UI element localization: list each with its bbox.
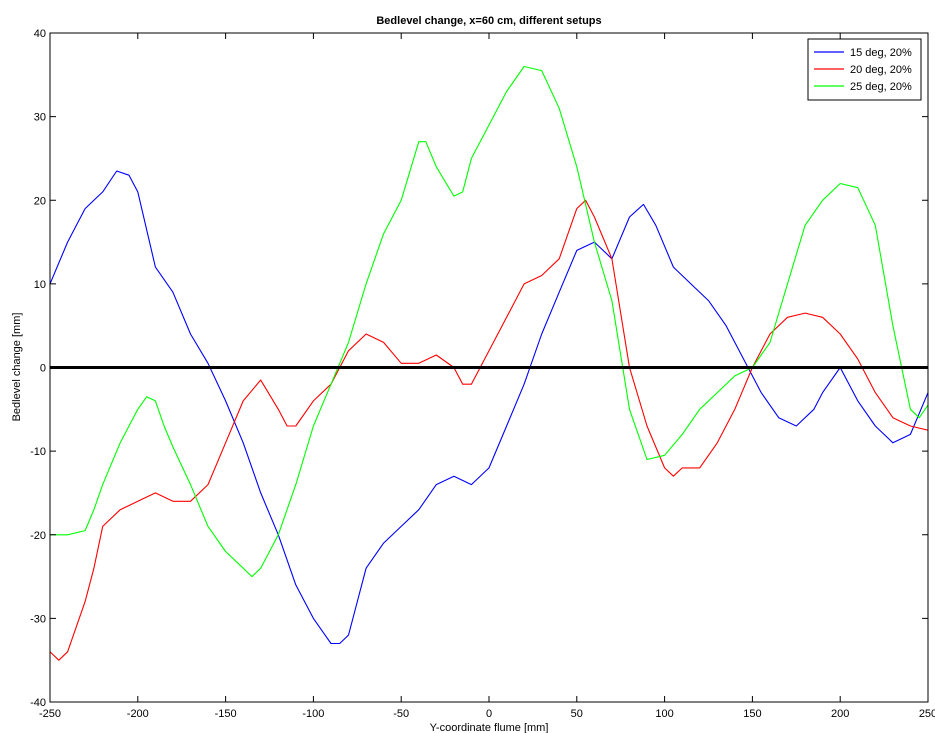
x-tick-label: -250 xyxy=(39,708,61,720)
x-tick-label: 0 xyxy=(486,708,492,720)
x-tick-label: 100 xyxy=(655,708,673,720)
y-tick-label: -30 xyxy=(30,613,46,625)
series-group xyxy=(50,65,928,661)
y-tick-label: 10 xyxy=(34,279,46,291)
series-line-2 xyxy=(50,199,928,661)
x-tick-label: 50 xyxy=(571,708,583,720)
y-tick-label: 0 xyxy=(40,363,46,375)
x-tick-label: -150 xyxy=(215,708,237,720)
legend: 15 deg, 20% 20 deg, 20% 25 deg, 20% xyxy=(807,38,922,101)
x-tick-label: 200 xyxy=(831,708,849,720)
series-line-3 xyxy=(50,65,928,578)
legend-label: 15 deg, 20% xyxy=(850,47,912,59)
chart-title: Bedlevel change, x=60 cm, different setu… xyxy=(376,15,601,27)
y-tick-label: 40 xyxy=(34,28,46,40)
y-tick-label: -20 xyxy=(30,530,46,542)
series-line-1 xyxy=(50,170,928,645)
y-axis-label: Bedlevel change [mm] xyxy=(11,313,23,422)
y-tick-label: -10 xyxy=(30,446,46,458)
legend-label: 20 deg, 20% xyxy=(850,64,912,76)
x-tick-label: -200 xyxy=(127,708,149,720)
x-tick-label: -100 xyxy=(302,708,324,720)
y-tick-label: -40 xyxy=(30,697,46,709)
x-axis-label: Y-coordinate flume [mm] xyxy=(430,722,549,733)
plot-area: -250 -200 -150 -100 -50 0 50 100 150 200 250-40-30… xyxy=(30,28,935,720)
x-tick-label: 150 xyxy=(743,708,761,720)
x-tick-label: -50 xyxy=(393,708,409,720)
x-tick-label: 250 xyxy=(919,708,935,720)
y-tick-label: 30 xyxy=(34,112,46,124)
legend-label: 25 deg, 20% xyxy=(850,81,912,93)
y-tick-label: 20 xyxy=(34,195,46,207)
